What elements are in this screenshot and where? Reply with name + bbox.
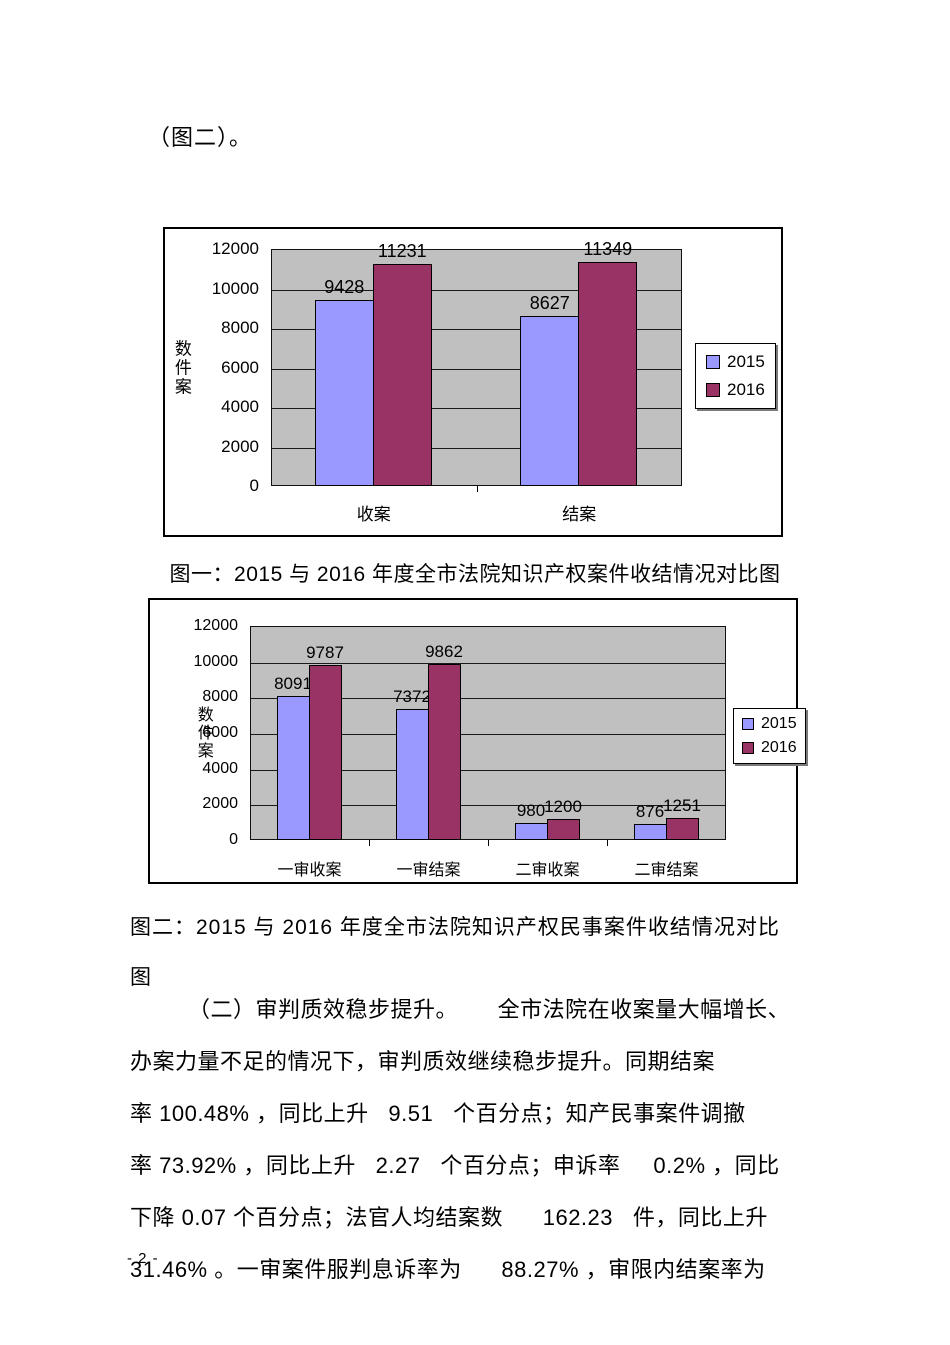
figure2-chart: 0 2000 4000 6000 8000 10000 12000 数件案 8091 9787 一审… [148,598,806,884]
gridline [272,368,681,370]
y-tick-label: 0 [249,476,259,495]
bar-value-label: 8091 [274,674,312,693]
bar-2015 [514,823,548,840]
x-axis-tick [607,840,608,846]
x-axis-tick [476,486,478,492]
gridline [272,329,681,330]
y-tick-label: 4000 [221,397,259,416]
bar-value-label: 9428 [324,277,365,297]
body-line: 率 100.48% ，同比上升 9.51 个百分点；知产民事案件调撤 [130,1101,746,1126]
figure2-caption: 图二：2015 与 2016 年度全市法院知识产权民事案件收结情况对比 图 [130,903,830,1003]
figure2-caption-line2: 图 [130,966,152,989]
legend-label: 2015 [727,352,765,371]
bar-value-label: 876 [635,802,665,821]
gridline [251,734,725,735]
y-tick-label: 8000 [202,688,238,706]
y-tick-label: 10000 [211,278,259,298]
bar-value-label: 8627 [529,293,570,313]
y-tick-label: 4000 [202,759,238,777]
bar-2016 [372,264,432,486]
bar-value-label: 11231 [377,241,427,261]
bar-2015 [395,709,429,840]
bar-2016 [308,665,342,840]
figure1-caption: 图一：2015 与 2016 年度全市法院知识产权案件收结情况对比图 [169,563,781,586]
bar-2016 [665,818,699,840]
x-category-label: 二审结案 [634,862,699,879]
y-tick-label: 12000 [211,239,259,258]
legend-swatch-2016 [706,383,720,397]
bar-2015 [633,824,667,840]
page-number: - 2 - [127,1250,159,1267]
x-category-label: 收案 [356,505,391,524]
y-tick-label: 0 [229,831,238,848]
bar-value-label: 9862 [425,642,463,661]
legend: 2015 2016 [695,343,776,409]
legend-item: 2016 [706,380,765,400]
gridline [251,662,725,664]
legend-label: 2016 [761,739,797,756]
x-category-label: 一审结案 [396,862,461,879]
legend-label: 2016 [727,380,765,399]
x-axis-tick [369,840,370,846]
legend-item: 2016 [742,739,797,757]
gridline [251,805,725,807]
bar-value-label: 9787 [306,643,344,662]
y-tick-label: 6000 [221,357,259,377]
legend-swatch-2015 [706,355,720,369]
body-paragraph: （二）审判质效稳步提升。 全市法院在收案量大幅增长、办案力量不足的情况下，审判质… [130,984,840,1296]
figure1-chart: 0 2000 4000 6000 8000 10000 12000 数件案 9428 11231 收… [163,227,783,537]
y-tick-label: 10000 [193,652,239,670]
body-line: （二）审判质效稳步提升。 全市法院在收案量大幅增长、 [188,997,791,1022]
body-line: 办案力量不足的情况下，审判质效继续稳步提升。同期结案 [130,1049,716,1074]
x-category-label: 二审收案 [515,862,580,879]
bar-value-label: 1251 [663,796,701,815]
gridline [251,698,725,700]
x-category-label: 一审收案 [277,862,342,879]
y-axis-title: 数件案 [194,706,212,760]
gridline [251,769,725,771]
bar-2015 [520,316,580,486]
legend-swatch-2016 [742,742,754,754]
bar-value-label: 1200 [544,797,582,816]
legend-item: 2015 [706,352,765,372]
y-tick-label: 8000 [221,318,259,337]
bar-value-label: 980 [516,801,546,820]
figure2-caption-line1: 图二：2015 与 2016 年度全市法院知识产权民事案件收结情况对比 [130,916,780,939]
bar-2015 [276,696,310,840]
y-tick-label: 6000 [202,724,238,741]
body-line: 31.46% 。一审案件服判息诉率为 88.27% ，审限内结案率为 [130,1257,766,1282]
y-axis-title: 数件案 [171,339,191,396]
y-tick-label: 12000 [193,617,239,634]
y-tick-label: 2000 [202,795,238,813]
body-line: 率 73.92% ，同比上升 2.27 个百分点；申诉率 0.2% ，同比 [130,1153,780,1178]
bar-2016 [578,262,638,486]
bar-2016 [546,819,580,840]
legend-swatch-2015 [742,718,754,730]
legend-item: 2015 [742,715,797,733]
paragraph-continuation-text: （图二）。 [148,125,253,150]
x-category-label: 结案 [562,505,597,524]
gridline [272,447,681,449]
x-axis-tick [488,840,489,846]
bar-value-label: 11349 [583,239,633,259]
legend: 2015 2016 [733,708,806,764]
bar-2016 [427,664,461,840]
gridline [272,289,681,291]
gridline [272,408,681,409]
legend-label: 2015 [761,715,797,732]
bar-2015 [314,300,374,486]
body-line: 下降 0.07 个百分点；法官人均结案数 162.23 件，同比上升 [130,1205,768,1230]
y-tick-label: 2000 [221,436,259,456]
bar-value-label: 7372 [393,687,431,706]
